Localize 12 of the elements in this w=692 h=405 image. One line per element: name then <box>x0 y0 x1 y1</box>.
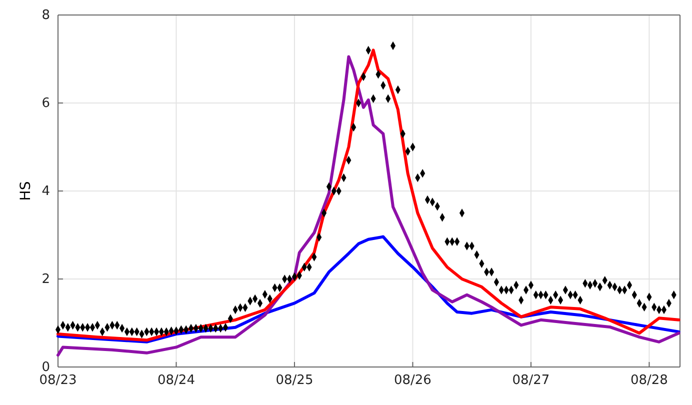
y-tick-label: 0 <box>42 360 50 376</box>
x-tick-label: 08/25 <box>276 373 314 388</box>
x-tick-label: 08/27 <box>512 373 550 388</box>
x-tick-label: 08/24 <box>158 373 195 388</box>
y-tick-label: 4 <box>42 184 50 200</box>
y-tick-label: 6 <box>42 96 50 112</box>
x-tick-label: 08/23 <box>39 373 77 388</box>
x-tick-label: 08/28 <box>630 373 668 388</box>
y-axis-title: HS <box>18 181 34 201</box>
y-tick-label: 2 <box>42 272 50 288</box>
x-tick-label: 08/26 <box>394 373 432 388</box>
y-tick-label: 8 <box>42 8 50 24</box>
